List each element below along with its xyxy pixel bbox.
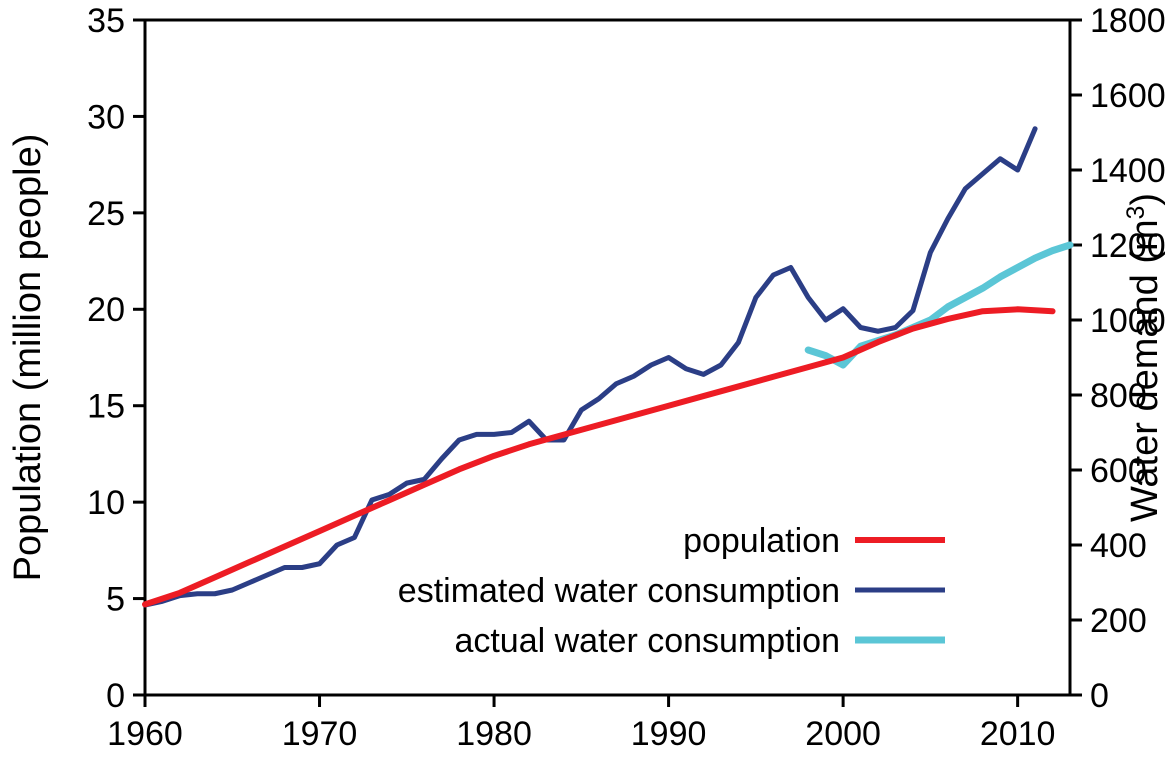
x-tick-label: 1960: [107, 715, 183, 753]
chart-svg: 1960 1970 1980 1990 2000 2010 0 5 10 15 20 25 30 35 0 2…: [0, 0, 1175, 758]
y-left-tick-label: 25: [87, 195, 125, 233]
y-right-title: Water demand (m3): [1123, 193, 1167, 522]
series-actual: [808, 245, 1070, 365]
y-left-title: Population (million people): [7, 134, 49, 582]
x-tick-label: 1970: [282, 715, 358, 753]
y-right-tick-label: 0: [1090, 677, 1109, 715]
y-left-tick-label: 30: [87, 98, 125, 136]
x-tick-label: 2010: [980, 715, 1056, 753]
x-tick-label: 1980: [456, 715, 532, 753]
dual-axis-line-chart: 1960 1970 1980 1990 2000 2010 0 5 10 15 20 25 30 35 0 2…: [0, 0, 1175, 758]
y-right-tick-label: 200: [1090, 602, 1147, 640]
y-right-tick-label: 1400: [1090, 152, 1166, 190]
legend-label-population: population: [683, 522, 840, 560]
y-right-tick-label: 400: [1090, 527, 1147, 565]
y-left-tick-label: 0: [106, 677, 125, 715]
y-left-tick-label: 20: [87, 291, 125, 329]
series-estimated: [145, 129, 1035, 605]
legend-label-estimated: estimated water consumption: [398, 572, 840, 610]
legend-label-actual: actual water consumption: [454, 622, 840, 660]
x-tick-label: 2000: [805, 715, 881, 753]
y-left-tick-label: 15: [87, 388, 125, 426]
x-tick-label: 1990: [631, 715, 707, 753]
series-population: [145, 309, 1053, 604]
y-right-tick-label: 1800: [1090, 2, 1166, 40]
y-right-tick-label: 1600: [1090, 77, 1166, 115]
y-left-tick-label: 5: [106, 580, 125, 618]
y-left-tick-label: 10: [87, 484, 125, 522]
y-left-tick-label: 35: [87, 2, 125, 40]
